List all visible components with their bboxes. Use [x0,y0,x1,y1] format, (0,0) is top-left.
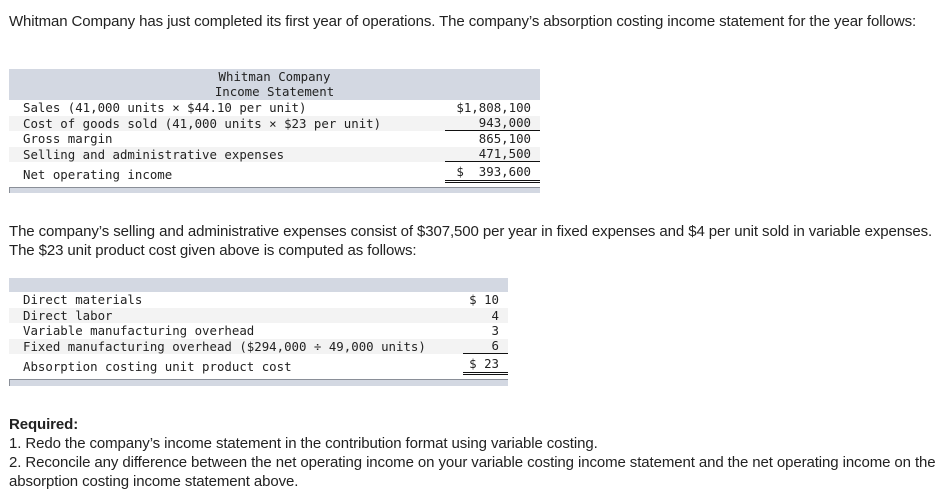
table-row-variable-overhead: Variable manufacturing overhead 3 [9,323,508,339]
table-row-direct-labor: Direct labor 4 [9,307,508,323]
table-bottom-bar [9,379,508,386]
table-row-cogs: Cost of goods sold (41,000 units × $23 p… [9,115,540,131]
row-value: 6 [463,338,508,354]
table-row-selling-admin: Selling and administrative expenses 471,… [9,146,540,162]
row-label: Cost of goods sold (41,000 units × $23 p… [23,115,382,131]
row-label: Fixed manufacturing overhead ($294,000 ÷… [23,338,426,354]
unit-cost-header [9,278,508,292]
unit-cost-table: Direct materials $ 10 Direct labor 4 Var… [9,278,508,386]
row-value: 3 [491,323,499,338]
row-label: Gross margin [23,131,113,146]
required-section: Required: 1. Redo the company’s income s… [9,415,944,491]
row-value: 471,500 [445,146,540,162]
intro-paragraph: Whitman Company has just completed its f… [9,13,917,30]
table-row-fixed-overhead: Fixed manufacturing overhead ($294,000 ÷… [9,338,508,354]
required-item-2: 2. Reconcile any difference between the … [9,454,936,490]
row-value: 4 [491,307,499,323]
row-label: Absorption costing unit product cost [23,359,292,374]
row-value: $1,808,100 [456,100,531,115]
row-value: $ 23 [463,356,508,375]
table-bottom-bar [9,187,540,193]
row-value: 865,100 [478,131,531,146]
table-row-absorption-unit-cost: Absorption costing unit product cost $ 2… [9,354,508,378]
statement-title: Income Statement [214,83,335,99]
income-statement-table: Whitman Company Income Statement Sales (… [9,69,540,193]
row-label: Variable manufacturing overhead [23,323,255,338]
row-value: $ 10 [469,292,499,307]
row-value: $ 393,600 [445,164,540,183]
table-row-direct-materials: Direct materials $ 10 [9,292,508,308]
required-item-1: 1. Redo the company’s income statement i… [9,435,598,452]
row-label: Net operating income [23,167,173,182]
required-heading: Required: [9,416,79,433]
income-statement-header: Whitman Company Income Statement [9,69,540,100]
company-name: Whitman Company [218,69,331,84]
row-label: Sales (41,000 units × $44.10 per unit) [23,100,307,115]
row-label: Direct materials [23,292,143,307]
row-value: 943,000 [445,115,540,131]
table-row-sales: Sales (41,000 units × $44.10 per unit) $… [9,100,540,116]
table-row-gross-margin: Gross margin 865,100 [9,131,540,147]
middle-paragraph: The company’s selling and administrative… [9,223,933,259]
table-row-net-operating-income: Net operating income $ 393,600 [9,162,540,186]
row-label: Selling and administrative expenses [23,146,285,162]
row-label: Direct labor [23,307,113,323]
